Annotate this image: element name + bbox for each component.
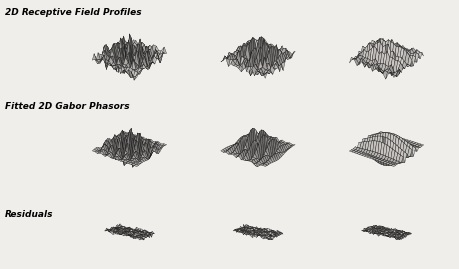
Text: 2D Receptive Field Profiles: 2D Receptive Field Profiles — [5, 8, 141, 17]
Text: Fitted 2D Gabor Phasors: Fitted 2D Gabor Phasors — [5, 102, 129, 111]
Text: Residuals: Residuals — [5, 210, 53, 219]
